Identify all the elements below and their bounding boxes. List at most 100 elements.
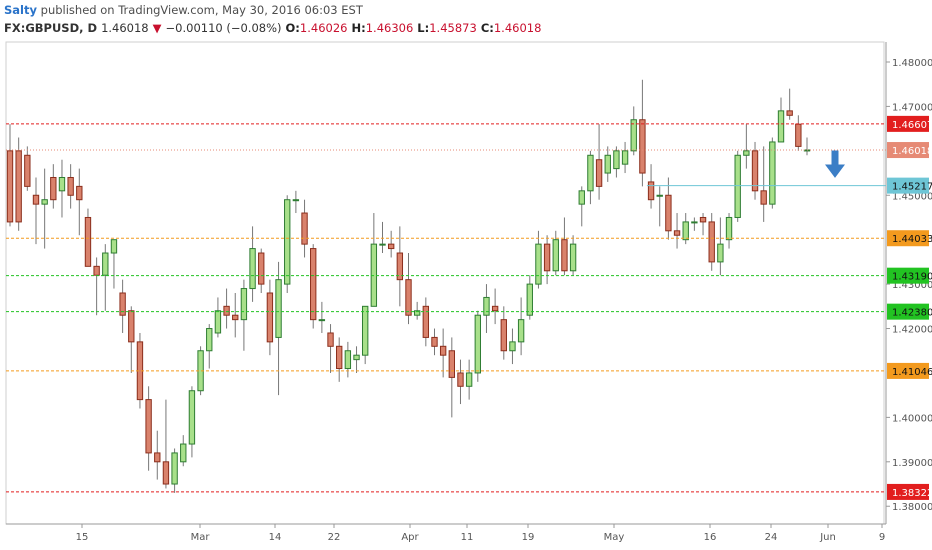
candle-body <box>180 443 187 463</box>
y-tick-label: 1.38000 <box>892 502 932 513</box>
candle-body <box>691 221 698 224</box>
open-label: O: <box>285 21 300 35</box>
candle-up <box>284 195 291 293</box>
candle-down <box>595 124 603 200</box>
level-price-label: 1.41046 <box>892 367 932 378</box>
candle-body <box>647 181 655 201</box>
candle-body <box>41 199 48 205</box>
candle-body <box>128 310 135 343</box>
candle-body <box>561 239 568 272</box>
candle-body <box>682 221 689 241</box>
candle-body <box>569 243 577 272</box>
candle-up <box>361 305 369 365</box>
level-price-badge <box>887 303 929 320</box>
candle-body <box>32 194 40 205</box>
x-tick-label: 9 <box>879 532 885 543</box>
candle-body <box>552 239 559 272</box>
candle-down <box>491 288 499 325</box>
candle-up <box>656 186 663 227</box>
candle-up <box>604 146 611 182</box>
candle-up <box>275 261 282 396</box>
candle-down <box>708 213 715 271</box>
candle-body <box>119 292 126 316</box>
candle-body <box>422 305 430 338</box>
candle-body <box>474 314 481 374</box>
candle-body <box>171 452 178 485</box>
candle-body <box>353 354 360 361</box>
x-tick-label: 11 <box>461 532 474 543</box>
candle-down <box>67 164 74 209</box>
candle-body <box>162 461 170 485</box>
last-price: 1.46018 <box>101 21 149 35</box>
x-tick-label: May <box>604 532 625 543</box>
candle-down <box>431 328 438 356</box>
candle-down <box>760 146 767 222</box>
candle-up <box>171 448 178 493</box>
candle-body <box>769 141 776 205</box>
candle-up <box>769 137 776 209</box>
candle-body <box>543 243 551 272</box>
x-tick-label: Mar <box>191 532 211 543</box>
candle-up <box>483 284 490 333</box>
candle-body <box>587 154 594 192</box>
level-price-badge <box>887 142 929 159</box>
candle-body <box>630 119 637 152</box>
candle-body <box>665 194 672 232</box>
candle-body <box>743 150 750 156</box>
candle-down <box>500 306 507 360</box>
candle-down <box>232 292 239 338</box>
candle-body <box>232 314 239 321</box>
symbol-ohlc-line: FX:GBPUSD, D 1.46018 ▼ −0.00110 (−0.08%)… <box>4 21 541 35</box>
level-price-badge <box>887 267 929 284</box>
high-value: 1.46306 <box>365 21 414 35</box>
candle-down <box>786 88 793 120</box>
candle-body <box>621 150 629 165</box>
candle-body <box>223 305 230 316</box>
candle-down <box>439 328 447 378</box>
close-label: C: <box>480 21 494 35</box>
candle-down <box>50 164 57 209</box>
x-tick-label: 22 <box>328 532 341 543</box>
symbol-label[interactable]: FX:GBPUSD, D <box>4 21 98 35</box>
low-value: 1.45873 <box>429 21 477 35</box>
candle-up <box>318 301 326 333</box>
candle-body <box>613 150 620 170</box>
candle-body <box>413 310 421 316</box>
candle-up <box>102 244 109 311</box>
x-tick-label: 24 <box>765 532 778 543</box>
candle-body <box>387 243 395 250</box>
candle-body <box>84 216 92 267</box>
candle-body <box>24 154 31 187</box>
author-link[interactable]: Salty <box>4 3 37 17</box>
y-tick-label: 1.47000 <box>892 102 932 113</box>
candle-down <box>15 137 22 231</box>
candle-body <box>67 176 74 196</box>
candle-down <box>422 297 430 347</box>
level-price-label: 1.42380 <box>892 308 932 319</box>
candle-body <box>760 190 767 205</box>
candle-down <box>6 124 14 227</box>
candle-up <box>717 217 724 276</box>
candle-down <box>162 399 170 489</box>
level-price-label: 1.46607 <box>892 120 932 131</box>
candle-down <box>699 213 707 236</box>
candle-body <box>465 372 473 387</box>
candle-down <box>154 430 161 480</box>
y-tick-label: 1.45000 <box>892 191 932 202</box>
candle-down <box>457 359 464 405</box>
candle-up <box>41 168 48 249</box>
candle-up <box>621 141 629 174</box>
candle-down <box>119 279 126 333</box>
candle-up <box>734 150 741 222</box>
candle-down <box>336 337 343 382</box>
candle-body <box>266 292 274 343</box>
candle-body <box>509 341 516 352</box>
candle-body <box>93 265 100 276</box>
candle-up <box>188 386 196 458</box>
candle-down <box>258 248 265 293</box>
candle-body <box>786 110 793 116</box>
candle-body <box>396 252 404 281</box>
candle-body <box>483 296 490 316</box>
y-tick-label: 1.48000 <box>892 58 932 69</box>
